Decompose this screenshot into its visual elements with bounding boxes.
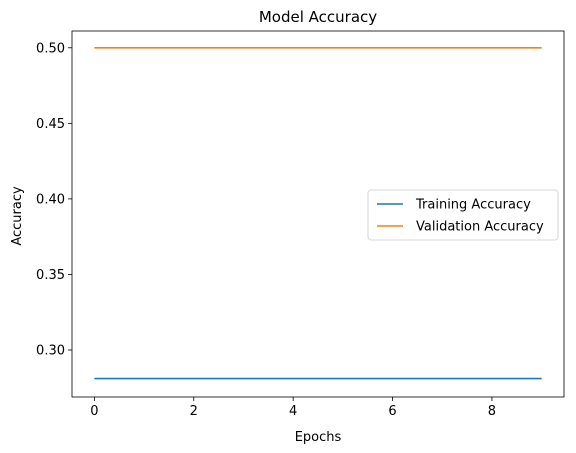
plot-area <box>71 30 565 398</box>
x-tick-label: 6 <box>388 404 396 419</box>
x-axis-label: Epochs <box>295 430 342 445</box>
y-tick-label: 0.30 <box>36 344 65 359</box>
x-tick-label: 2 <box>190 404 198 419</box>
y-axis-ticks: 0.30 0.35 0.40 0.45 0.50 <box>36 41 72 359</box>
x-tick-label: 8 <box>488 404 496 419</box>
y-tick-label: 0.50 <box>36 41 65 56</box>
legend-label: Training Accuracy <box>415 198 531 213</box>
legend-label: Validation Accuracy <box>416 220 544 235</box>
series-lines <box>94 46 542 380</box>
x-tick-label: 0 <box>90 404 98 419</box>
x-axis-ticks: 0 2 4 6 8 <box>90 397 496 419</box>
y-axis-label: Accuracy <box>10 186 25 246</box>
x-tick-label: 4 <box>289 404 297 419</box>
y-tick-label: 0.40 <box>36 192 65 207</box>
legend: Training Accuracy Validation Accuracy <box>367 189 559 241</box>
y-tick-label: 0.35 <box>36 268 65 283</box>
chart-title: Model Accuracy <box>259 8 377 26</box>
y-tick-label: 0.45 <box>36 117 65 132</box>
legend-box <box>367 189 559 241</box>
plot-frame <box>71 30 565 398</box>
